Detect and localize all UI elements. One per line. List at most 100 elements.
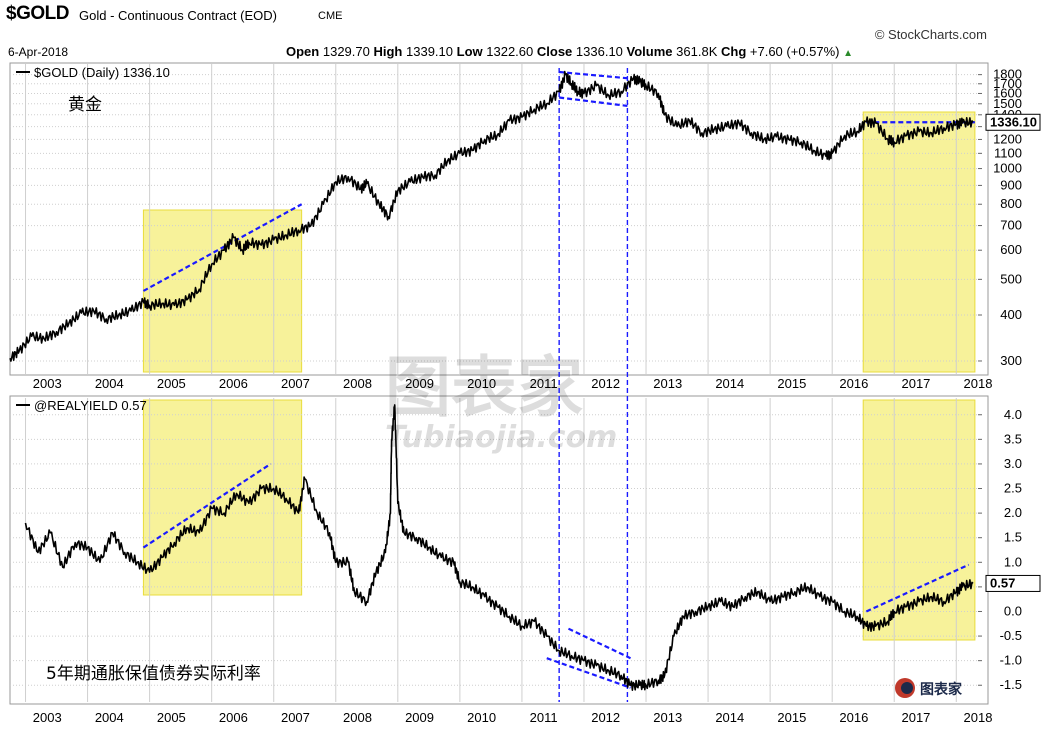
x-tick-label: 2012 bbox=[591, 376, 620, 391]
last-value-label: 0.57 bbox=[990, 575, 1015, 590]
yield-trend-bottom-2012 bbox=[546, 657, 631, 689]
high-value: 1339.10 bbox=[406, 44, 453, 59]
close-value: 1336.10 bbox=[575, 44, 623, 59]
gold-trend-top-2011 bbox=[559, 70, 628, 80]
realyield-annotation: 5年期通胀保值债券实际利率 bbox=[46, 664, 261, 684]
gold-trend-bottom-2011 bbox=[559, 96, 628, 108]
last-value-box bbox=[985, 113, 1041, 131]
x-tick-label: 2018 bbox=[964, 376, 993, 391]
y-tick-label: 300 bbox=[1000, 353, 1022, 368]
x-tick-label: 2004 bbox=[95, 376, 124, 391]
chart-symbol: $GOLD bbox=[6, 3, 69, 24]
watermark-cn: 图表家 bbox=[385, 349, 583, 426]
y-tick-label: 2.0 bbox=[1004, 505, 1022, 520]
chart-exchange: CME bbox=[318, 10, 343, 22]
watermark: 图表家 Tubiaojia.com bbox=[385, 349, 617, 455]
x-tick-label: 2014 bbox=[715, 710, 744, 725]
x-tick-label: 2008 bbox=[343, 710, 372, 725]
close-label: Close bbox=[536, 44, 573, 59]
x-tick-label: 2005 bbox=[157, 376, 186, 391]
x-tick-label: 2005 bbox=[157, 710, 186, 725]
x-tick-label: 2006 bbox=[219, 376, 248, 391]
tubiaojia-logo: 图表家 bbox=[895, 678, 963, 698]
yield-trend-2017 bbox=[865, 563, 970, 613]
volume-value: 361.8K bbox=[676, 44, 718, 59]
y-tick-label: 3.5 bbox=[1004, 431, 1022, 446]
chg-value: +7.60 (+0.57%) bbox=[749, 44, 840, 59]
y-tick-label: -0.5 bbox=[1000, 628, 1022, 643]
top-pane-legend: $GOLD (Daily) 1336.10 bbox=[16, 65, 170, 80]
y-tick-label: 1600 bbox=[993, 85, 1022, 100]
last-value-label: 1336.10 bbox=[990, 114, 1037, 129]
highlight-box-bottom-2 bbox=[862, 399, 976, 641]
x-tick-label: 2018 bbox=[964, 710, 993, 725]
y-tick-label: 500 bbox=[1000, 271, 1022, 286]
highlight-box-top-2 bbox=[862, 111, 976, 373]
y-tick-label: -1.0 bbox=[1000, 653, 1022, 668]
bottom-pane-legend: @REALYIELD 0.57 bbox=[16, 398, 147, 413]
series-line-2 bbox=[24, 404, 974, 691]
bottom-pane-title: @REALYIELD 0.57 bbox=[34, 398, 147, 413]
x-tick-label: 2003 bbox=[33, 376, 62, 391]
series-line-1 bbox=[9, 70, 974, 362]
x-tick-label: 2011 bbox=[530, 376, 558, 391]
stockcharts-brand: © StockCharts.com bbox=[874, 27, 987, 42]
yield-trend-top-2012 bbox=[567, 627, 631, 660]
x-tick-label: 2007 bbox=[281, 710, 310, 725]
top-pane-title: $GOLD (Daily) 1336.10 bbox=[34, 65, 170, 80]
open-value: 1329.70 bbox=[322, 44, 370, 59]
y-tick-label: -1.5 bbox=[1000, 677, 1022, 692]
last-value-box bbox=[985, 574, 1041, 592]
y-tick-label: 3.0 bbox=[1004, 456, 1022, 471]
x-tick-label: 2011 bbox=[530, 710, 558, 725]
quote-bar: Open 1329.70 High 1339.10 Low 1322.60 Cl… bbox=[286, 44, 853, 59]
gold-trend-2005 bbox=[142, 203, 303, 292]
x-tick-label: 2016 bbox=[839, 376, 868, 391]
x-tick-label: 2009 bbox=[405, 376, 434, 391]
x-tick-label: 2013 bbox=[653, 710, 682, 725]
y-tick-label: 1800 bbox=[993, 67, 1022, 82]
x-tick-label: 2015 bbox=[777, 376, 806, 391]
y-tick-label: 800 bbox=[1000, 196, 1022, 211]
y-tick-label: 2.5 bbox=[1004, 481, 1022, 496]
x-tick-label: 2010 bbox=[467, 376, 496, 391]
low-label: Low bbox=[456, 44, 483, 59]
x-tick-label: 2013 bbox=[653, 376, 682, 391]
y-tick-label: 1100 bbox=[994, 145, 1022, 160]
x-tick-label: 2010 bbox=[467, 710, 496, 725]
x-tick-label: 2009 bbox=[405, 710, 434, 725]
up-arrow-icon: ▲ bbox=[843, 48, 854, 59]
x-tick-label: 2016 bbox=[839, 710, 868, 725]
gold-annotation: 黄金 bbox=[68, 95, 102, 115]
yield-trend-2005 bbox=[142, 463, 272, 549]
x-tick-label: 2014 bbox=[715, 376, 744, 391]
chart-description: Gold - Continuous Contract (EOD) bbox=[79, 8, 277, 23]
y-tick-label: 700 bbox=[1000, 218, 1022, 233]
x-tick-label: 2012 bbox=[591, 710, 620, 725]
y-tick-label: 1000 bbox=[993, 161, 1022, 176]
y-tick-label: 1200 bbox=[993, 131, 1022, 146]
y-tick-label: 1.0 bbox=[1004, 554, 1022, 569]
high-label: High bbox=[373, 44, 403, 59]
highlight-box-bottom-1 bbox=[142, 399, 303, 596]
watermark-latin: Tubiaojia.com bbox=[385, 420, 617, 455]
x-tick-label: 2017 bbox=[901, 376, 930, 391]
chart-date: 6-Apr-2018 bbox=[8, 45, 69, 59]
y-tick-label: 400 bbox=[1000, 307, 1022, 322]
y-tick-label: 0.0 bbox=[1004, 603, 1022, 618]
x-tick-label: 2004 bbox=[95, 710, 124, 725]
x-tick-label: 2006 bbox=[219, 710, 248, 725]
volume-label: Volume bbox=[626, 44, 673, 59]
y-tick-label: 600 bbox=[1000, 242, 1022, 257]
y-tick-label: 1700 bbox=[993, 76, 1022, 91]
chg-label: Chg bbox=[720, 44, 747, 59]
x-tick-label: 2003 bbox=[33, 710, 62, 725]
y-tick-label: 4.0 bbox=[1004, 407, 1022, 422]
open-label: Open bbox=[286, 44, 320, 59]
x-tick-label: 2007 bbox=[281, 376, 310, 391]
y-tick-label: 1500 bbox=[993, 96, 1022, 111]
x-tick-label: 2008 bbox=[343, 376, 372, 391]
y-tick-label: 1.5 bbox=[1004, 530, 1022, 545]
logo-text: 图表家 bbox=[920, 681, 963, 698]
